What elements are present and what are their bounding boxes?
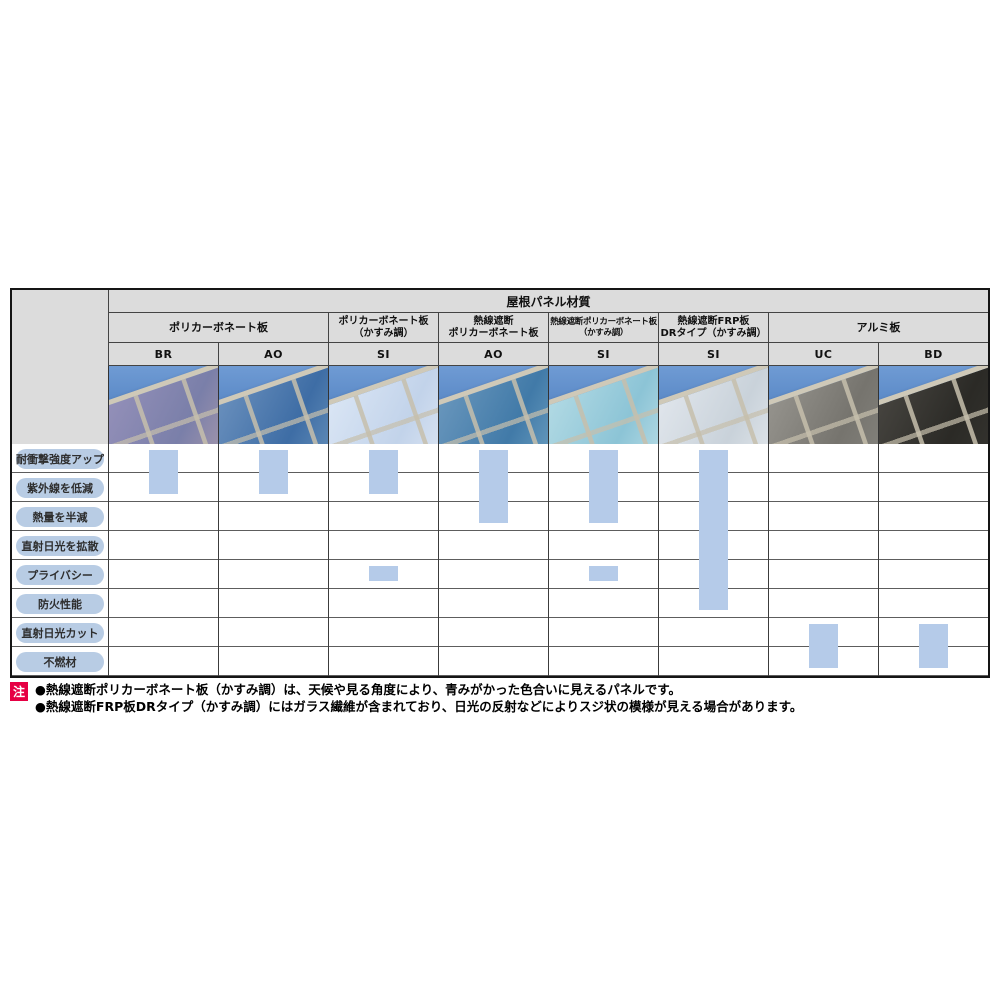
- feature-mark: [809, 624, 838, 668]
- group-header-heat-block-polycarbonate: 熱線遮断 ポリカーボネート板: [438, 313, 548, 343]
- matrix-column-ao: [218, 444, 328, 676]
- feature-row: 直射日光を拡散: [12, 531, 108, 560]
- matrix-column-uc: [768, 444, 878, 676]
- roof-photo-si-2: [548, 366, 658, 444]
- carport-roof-image: [219, 366, 328, 444]
- feature-row: プライバシー: [12, 560, 108, 589]
- note-lines: ●熱線遮断ポリカーボネート板（かすみ調）は、天候や見る角度により、青みがかった色…: [35, 681, 802, 715]
- carport-roof-image: [109, 366, 218, 444]
- feature-mark: [149, 450, 178, 494]
- table-corner-cell: [12, 290, 108, 444]
- roof-photo-uc: [768, 366, 878, 444]
- feature-row: 紫外線を低減: [12, 473, 108, 502]
- feature-mark: [589, 566, 618, 581]
- roof-photo-ao: [218, 366, 328, 444]
- row-label-noncombustible: 不燃材: [16, 651, 104, 672]
- row-label-impact-strength: 耐衝撃強度アップ: [16, 448, 104, 469]
- code-header-uc: UC: [768, 343, 878, 366]
- code-header-bd: BD: [878, 343, 988, 366]
- note-line-1: ●熱線遮断ポリカーボネート板（かすみ調）は、天候や見る角度により、青みがかった色…: [35, 682, 682, 697]
- row-label-sunlight-cut: 直射日光カット: [16, 622, 104, 643]
- feature-mark: [259, 450, 288, 494]
- feature-mark: [369, 450, 398, 494]
- carport-roof-image: [769, 366, 878, 444]
- carport-roof-image: [659, 366, 768, 444]
- note-line-2: ●熱線遮断FRP板DRタイプ（かすみ調）にはガラス繊維が含まれており、日光の反射…: [35, 699, 803, 714]
- footnotes: 注 ●熱線遮断ポリカーボネート板（かすみ調）は、天候や見る角度により、青みがかっ…: [10, 681, 985, 715]
- row-label-uv-reduction: 紫外線を低減: [16, 477, 104, 498]
- feature-row: 防火性能: [12, 589, 108, 618]
- matrix-column-ao-2: [438, 444, 548, 676]
- feature-row: 不燃材: [12, 647, 108, 676]
- feature-mark: [589, 450, 618, 523]
- group-header-heat-block-polycarbonate-frost: 熱線遮断ポリカーボネート板 （かすみ調）: [548, 313, 658, 343]
- roof-photo-si-3: [658, 366, 768, 444]
- matrix-column-si: [328, 444, 438, 676]
- matrix-column-si-2: [548, 444, 658, 676]
- carport-roof-image: [329, 366, 438, 444]
- roof-photo-si: [328, 366, 438, 444]
- roof-photo-ao-2: [438, 366, 548, 444]
- code-header-si: SI: [328, 343, 438, 366]
- matrix-column-br: [108, 444, 218, 676]
- feature-mark: [369, 566, 398, 581]
- code-header-ao: AO: [218, 343, 328, 366]
- code-header-si-2: SI: [548, 343, 658, 366]
- roof-photo-bd: [878, 366, 988, 444]
- row-label-fire-resistance: 防火性能: [16, 593, 104, 614]
- feature-mark: [919, 624, 948, 668]
- feature-mark: [479, 450, 508, 523]
- row-label-privacy: プライバシー: [16, 564, 104, 585]
- roof-photo-br: [108, 366, 218, 444]
- feature-label-column: 耐衝撃強度アップ 紫外線を低減 熱量を半減 直射日光を拡散 プライバシー 防火性…: [12, 444, 108, 676]
- row-label-diffuse-sunlight: 直射日光を拡散: [16, 535, 104, 556]
- carport-roof-image: [439, 366, 548, 444]
- group-header-polycarbonate-frost: ポリカーボネート板 （かすみ調）: [328, 313, 438, 343]
- group-header-heat-block-frp-dr: 熱線遮断FRP板 DRタイプ（かすみ調）: [658, 313, 768, 343]
- matrix-column-bd: [878, 444, 988, 676]
- feature-row: 直射日光カット: [12, 618, 108, 647]
- feature-row: 耐衝撃強度アップ: [12, 444, 108, 473]
- feature-row: 熱量を半減: [12, 502, 108, 531]
- code-header-si-3: SI: [658, 343, 768, 366]
- group-header-polycarbonate: ポリカーボネート板: [108, 313, 328, 343]
- row-label-heat-halved: 熱量を半減: [16, 506, 104, 527]
- code-header-ao-2: AO: [438, 343, 548, 366]
- feature-mark: [699, 450, 728, 610]
- carport-roof-image: [549, 366, 658, 444]
- matrix-column-si-3: [658, 444, 768, 676]
- carport-roof-image: [879, 366, 988, 444]
- roof-panel-comparison-table: 屋根パネル材質 ポリカーボネート板 ポリカーボネート板 （かすみ調） 熱線遮断 …: [10, 288, 990, 678]
- code-header-br: BR: [108, 343, 218, 366]
- table-title: 屋根パネル材質: [108, 290, 988, 313]
- group-header-aluminum: アルミ板: [768, 313, 988, 343]
- note-marker: 注: [10, 682, 28, 701]
